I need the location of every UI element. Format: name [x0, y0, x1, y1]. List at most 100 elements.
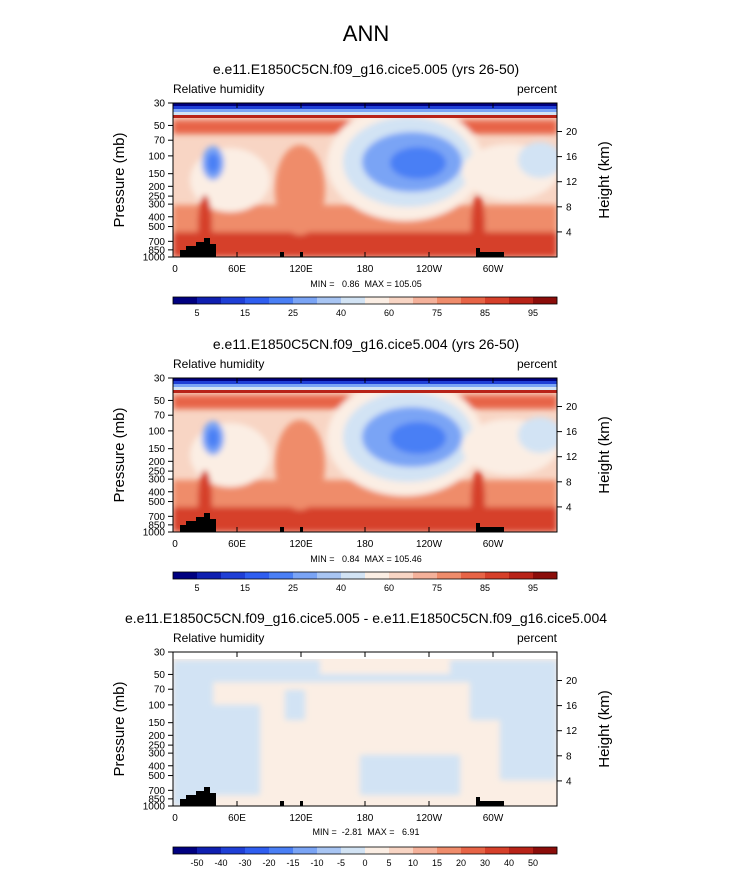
y-tick-label: 300 [148, 749, 165, 760]
y-tick-label: 850 [148, 794, 165, 805]
colorbar-tick-label: -40 [214, 858, 227, 868]
colorbar-swatch [341, 847, 366, 854]
panel-0-title: e.e11.E1850C5CN.f09_g16.cice5.005 (yrs 2… [213, 61, 519, 77]
colorbar-tick-label: 20 [456, 858, 466, 868]
colorbar-tick-label: -10 [310, 858, 323, 868]
panel-1-units: percent [517, 357, 558, 371]
x-tick-label: 120W [416, 264, 443, 275]
y2-tick-label: 4 [566, 227, 572, 238]
colorbar-frame [172, 571, 558, 580]
x-tick-label: 60E [228, 813, 246, 824]
colorbar-tick-label: 25 [288, 583, 298, 593]
y-tick-label: 200 [148, 182, 165, 193]
y-tick-label: 700 [148, 512, 165, 523]
colorbar-tick-label: 10 [408, 858, 418, 868]
y-tick-label: 70 [154, 411, 166, 422]
panel-1-variable: Relative humidity [173, 357, 264, 371]
y-tick-label: 250 [148, 467, 165, 478]
panel-2-variable: Relative humidity [173, 631, 264, 645]
panel-2-stats: MIN = -2.81 MAX = 6.91 [312, 827, 419, 837]
y-tick-label: 700 [148, 786, 165, 797]
x-tick-label: 0 [172, 264, 178, 275]
colorbar-swatch [173, 297, 198, 304]
colorbar-swatch [533, 847, 558, 854]
panel-2: e.e11.E1850C5CN.f09_g16.cice5.005 - e.e1… [111, 610, 613, 868]
colorbar-swatch [317, 297, 342, 304]
y-tick-label: 150 [148, 444, 165, 455]
y-tick-label: 200 [148, 731, 165, 742]
y-tick-label: 100 [148, 426, 165, 437]
panel-2-colorbar: -50 -40 -30 -20 -15 -10 -5 0 5 10 15 20 30 40 50 [172, 846, 558, 868]
x-tick-label: 60E [228, 264, 246, 275]
panel-0-colorbar: 5 15 25 40 60 75 85 95 [172, 296, 558, 318]
panel-1-colorbar: 5 15 25 40 60 75 85 95 [172, 571, 558, 593]
panel-0-axes: 0 60E 120E 180 120W 60W3050701001502002503004… [143, 99, 578, 276]
y-tick-label: 150 [148, 718, 165, 729]
y-tick-label: 400 [148, 212, 165, 223]
x-tick-label: 60W [483, 539, 504, 550]
y-tick-label: 1000 [143, 528, 166, 539]
panel-1-terrain [180, 513, 504, 532]
y-tick-label: 30 [154, 648, 166, 659]
y-tick-label: 300 [148, 200, 165, 211]
y-tick-label: 500 [148, 222, 165, 233]
panel-0-ylabel: Pressure (mb) [111, 132, 128, 227]
colorbar-tick-label: 5 [194, 308, 199, 318]
colorbar-tick-label: -50 [190, 858, 203, 868]
y-tick-label: 250 [148, 192, 165, 203]
colorbar-swatch [245, 847, 270, 854]
colorbar-tick-label: 75 [432, 308, 442, 318]
panel-1-field [173, 378, 557, 532]
panel-2-ylabel: Pressure (mb) [111, 681, 128, 776]
panel-0-terrain [180, 238, 504, 257]
colorbar-swatch [365, 297, 390, 304]
colorbar-swatch [341, 572, 366, 579]
y-tick-label: 70 [154, 136, 166, 147]
panel-1-axes: 0 60E 120E 180 120W 60W3050701001502002503004… [143, 374, 578, 551]
colorbar-swatch [269, 297, 294, 304]
colorbar-tick-label: 15 [240, 583, 250, 593]
colorbar-swatch [221, 847, 246, 854]
y-tick-label: 500 [148, 497, 165, 508]
y2-tick-label: 16 [566, 701, 578, 712]
x-tick-label: 120E [289, 813, 313, 824]
colorbar-swatch [197, 847, 222, 854]
colorbar-swatch [197, 297, 222, 304]
colorbar-tick-label: -5 [337, 858, 345, 868]
panel-2-y2label: Height (km) [596, 690, 613, 768]
x-tick-label: 120W [416, 539, 443, 550]
panel-0-variable: Relative humidity [173, 82, 264, 96]
panel-0-units: percent [517, 82, 558, 96]
panel-1-title: e.e11.E1850C5CN.f09_g16.cice5.004 (yrs 2… [213, 336, 519, 352]
y-tick-label: 150 [148, 169, 165, 180]
colorbar-swatch [509, 297, 534, 304]
colorbar-tick-label: 5 [386, 858, 391, 868]
colorbar-swatch [413, 572, 438, 579]
colorbar-swatch [533, 572, 558, 579]
colorbar-swatch [509, 572, 534, 579]
colorbar-tick-label: 85 [480, 308, 490, 318]
panel-2-terrain [180, 787, 504, 806]
colorbar-tick-label: 50 [528, 858, 538, 868]
colorbar-swatch [293, 297, 318, 304]
colorbar-swatch [413, 847, 438, 854]
colorbar-tick-label: 85 [480, 583, 490, 593]
panel-2-units: percent [517, 631, 558, 645]
colorbar-tick-label: 40 [336, 583, 346, 593]
panel-1-y2label: Height (km) [596, 416, 613, 494]
colorbar-swatch [533, 297, 558, 304]
colorbar-swatch [389, 572, 414, 579]
colorbar-swatch [365, 572, 390, 579]
colorbar-tick-label: 25 [288, 308, 298, 318]
colorbar-swatch [365, 847, 390, 854]
y-tick-label: 50 [154, 121, 166, 132]
colorbar-swatch [221, 297, 246, 304]
colorbar-frame [172, 846, 558, 855]
colorbar-tick-label: -20 [262, 858, 275, 868]
colorbar-swatch [173, 847, 198, 854]
y2-tick-label: 16 [566, 427, 578, 438]
colorbar-swatch [293, 847, 318, 854]
colorbar-tick-label: 5 [194, 583, 199, 593]
colorbar-swatch [461, 297, 486, 304]
